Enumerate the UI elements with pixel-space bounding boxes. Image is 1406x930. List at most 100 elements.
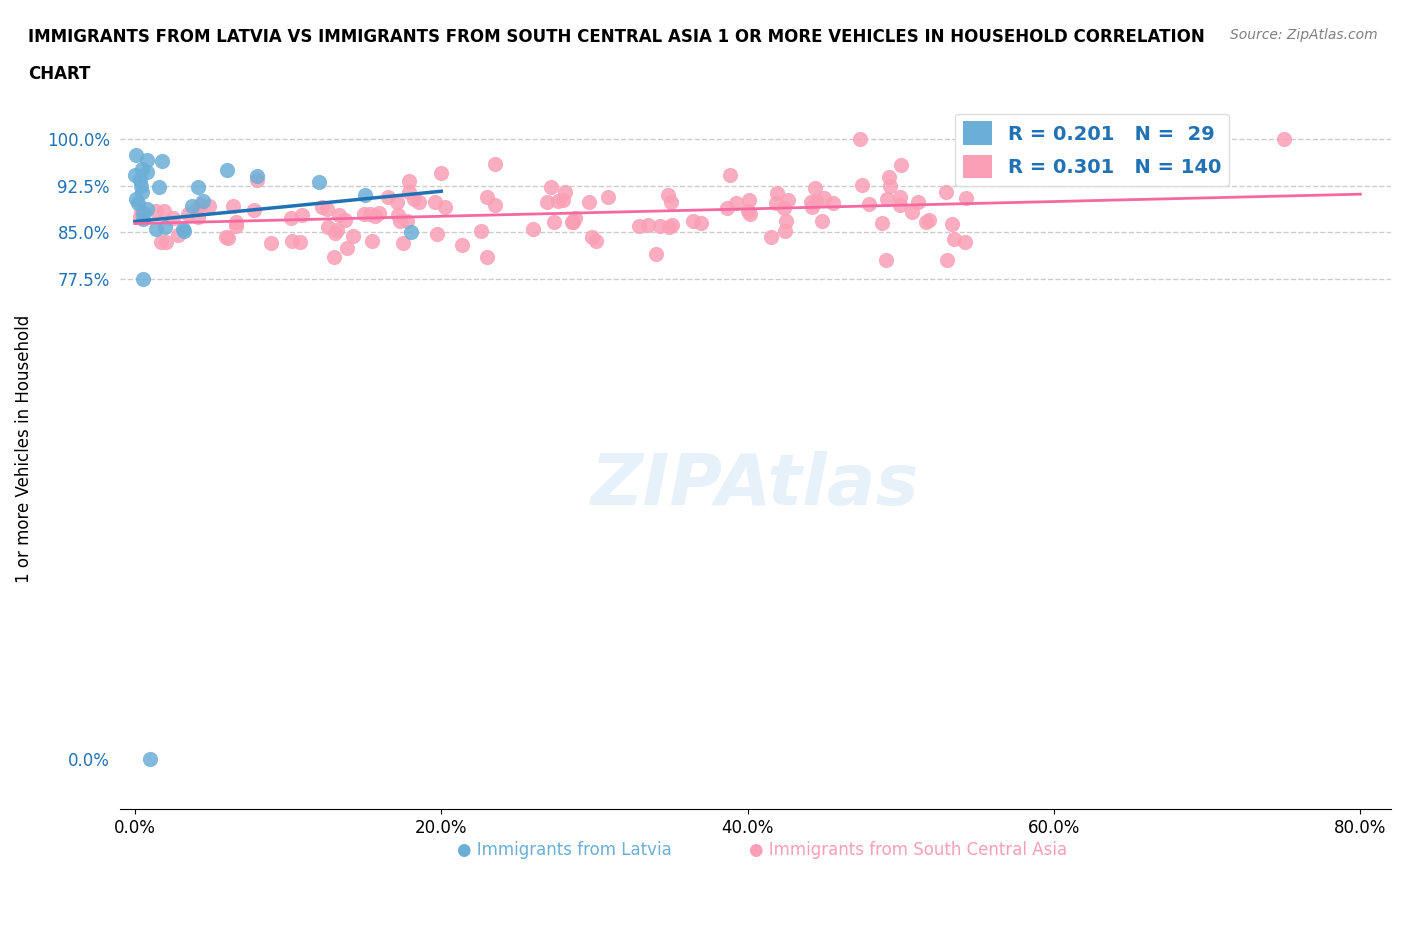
Point xyxy=(260,235,283,250)
Point xyxy=(145,204,167,219)
Point xyxy=(543,215,565,230)
Point xyxy=(765,196,787,211)
Point xyxy=(425,194,447,209)
Point xyxy=(915,215,938,230)
Point xyxy=(644,246,666,261)
Point xyxy=(139,752,162,767)
Point xyxy=(162,210,184,225)
Point xyxy=(316,202,339,217)
Point xyxy=(776,193,799,207)
Text: CHART: CHART xyxy=(28,65,90,83)
Point xyxy=(135,202,157,217)
Point xyxy=(1272,131,1295,146)
Point xyxy=(215,163,238,178)
Point xyxy=(188,198,211,213)
Point xyxy=(360,233,382,248)
Point xyxy=(562,215,585,230)
Point xyxy=(191,194,214,209)
Point xyxy=(690,215,713,230)
Point xyxy=(186,202,208,217)
Point xyxy=(221,199,243,214)
Point xyxy=(941,217,963,232)
Point xyxy=(426,227,449,242)
Point xyxy=(177,206,200,221)
Point xyxy=(128,172,150,187)
Point xyxy=(801,199,824,214)
Point xyxy=(578,195,600,210)
Point xyxy=(136,153,159,167)
Point xyxy=(398,185,420,200)
Point xyxy=(198,199,221,214)
Point xyxy=(288,234,311,249)
Text: ZIPAtlas: ZIPAtlas xyxy=(591,451,920,520)
Point xyxy=(775,214,797,229)
Point xyxy=(484,198,506,213)
Point xyxy=(353,206,375,221)
Point xyxy=(879,179,901,194)
Point xyxy=(281,233,304,248)
Point xyxy=(364,209,387,224)
Point xyxy=(451,238,474,253)
Point xyxy=(773,223,796,238)
Y-axis label: 1 or more Vehicles in Household: 1 or more Vehicles in Household xyxy=(15,315,32,583)
Point xyxy=(127,195,149,210)
Point xyxy=(408,195,430,210)
Point xyxy=(876,193,898,207)
Point xyxy=(738,206,761,221)
Point xyxy=(124,167,146,182)
Point xyxy=(377,190,399,205)
Point xyxy=(368,206,391,220)
Point xyxy=(342,229,364,244)
Point xyxy=(637,218,659,232)
Point xyxy=(875,253,897,268)
Point xyxy=(128,210,150,225)
Point xyxy=(585,234,607,249)
Point xyxy=(877,170,900,185)
Point xyxy=(399,225,422,240)
Point xyxy=(724,195,747,210)
Point xyxy=(155,234,177,249)
Text: ● Immigrants from South Central Asia: ● Immigrants from South Central Asia xyxy=(749,842,1067,859)
Point xyxy=(148,179,170,194)
Point xyxy=(150,154,173,169)
Point xyxy=(935,185,957,200)
Point xyxy=(900,205,922,219)
Point xyxy=(804,180,827,195)
Point xyxy=(564,210,586,225)
Point xyxy=(246,173,269,188)
Point xyxy=(553,193,575,207)
Point xyxy=(547,193,569,208)
Point xyxy=(388,214,411,229)
Point xyxy=(470,223,492,238)
Point xyxy=(392,235,415,250)
Point xyxy=(433,199,456,214)
Point xyxy=(720,167,742,182)
Point xyxy=(385,194,408,209)
Point xyxy=(246,169,269,184)
Point xyxy=(851,178,873,193)
Point xyxy=(353,188,375,203)
Point xyxy=(661,218,683,232)
Point xyxy=(935,253,957,268)
Point xyxy=(132,212,155,227)
Point xyxy=(773,201,796,216)
Point xyxy=(291,207,314,222)
Point xyxy=(333,212,356,227)
Point xyxy=(907,194,929,209)
Point xyxy=(918,212,941,227)
Point xyxy=(716,201,738,216)
Point xyxy=(659,194,682,209)
Point xyxy=(430,166,453,180)
Point xyxy=(387,207,409,222)
Point xyxy=(849,131,872,146)
Point xyxy=(131,162,153,177)
Point xyxy=(326,223,349,238)
Point xyxy=(323,249,346,264)
Point xyxy=(658,220,681,235)
Point xyxy=(336,241,359,256)
Point xyxy=(561,215,583,230)
Point xyxy=(682,214,704,229)
Point xyxy=(540,179,562,194)
Point xyxy=(129,179,152,193)
Point xyxy=(215,230,238,245)
